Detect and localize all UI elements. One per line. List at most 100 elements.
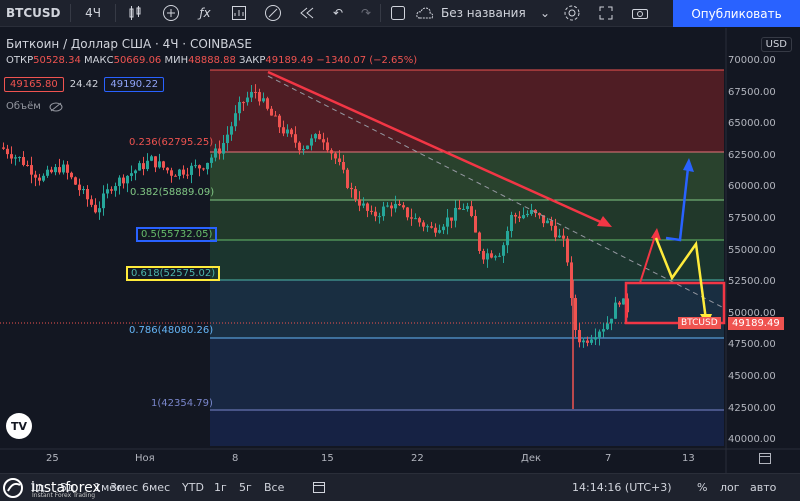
- range-all[interactable]: Все: [264, 481, 285, 494]
- templates-icon[interactable]: [222, 0, 256, 27]
- percent-toggle[interactable]: %: [697, 481, 708, 494]
- volume-legend[interactable]: Объём: [6, 101, 63, 112]
- candle-body: [158, 161, 161, 168]
- range-5d[interactable]: 5д: [60, 481, 75, 494]
- candle-body: [78, 184, 81, 191]
- time-label: Ноя: [135, 453, 155, 464]
- undo-icon[interactable]: ↶: [332, 6, 344, 20]
- candle-body: [214, 148, 217, 158]
- candle-body: [602, 329, 605, 332]
- candle-body: [450, 217, 453, 221]
- range-5y[interactable]: 5г: [239, 481, 252, 494]
- price-label: 55000.00: [728, 244, 776, 256]
- candle-body: [202, 168, 205, 170]
- range-1d[interactable]: 1д: [30, 481, 45, 494]
- fib-band-0236: [210, 152, 724, 200]
- add-indicator-icon[interactable]: [154, 0, 188, 27]
- candle-body: [458, 207, 461, 210]
- symbol-legend-title[interactable]: Биткоин / Доллар США · 4Ч · COINBASE: [6, 37, 252, 51]
- candle-body: [46, 169, 49, 176]
- range-ytd[interactable]: YTD: [182, 481, 204, 494]
- sell-button[interactable]: 49165.80: [4, 77, 64, 92]
- candle-body: [246, 97, 249, 103]
- fx-icon[interactable]: ƒx: [199, 6, 211, 20]
- candle-body: [518, 216, 521, 219]
- compare-icon[interactable]: [256, 0, 290, 27]
- candle-body: [38, 177, 41, 181]
- replay-icon[interactable]: [290, 0, 324, 27]
- interval-button[interactable]: 4Ч: [85, 6, 101, 20]
- fullscreen-icon[interactable]: [589, 0, 623, 27]
- clock-timezone[interactable]: 14:14:16 (UTC+3): [572, 481, 672, 494]
- time-axis-settings-icon[interactable]: [758, 451, 772, 465]
- candle-body: [2, 147, 5, 149]
- candle-body: [394, 203, 397, 209]
- auto-toggle[interactable]: авто: [750, 481, 777, 494]
- candle-body: [182, 169, 185, 175]
- eye-off-icon[interactable]: [49, 102, 63, 112]
- camera-icon[interactable]: [623, 0, 657, 27]
- open-label: ОТКР: [6, 55, 34, 66]
- candle-body: [250, 91, 253, 98]
- time-label: 7: [605, 453, 612, 464]
- dashed-trendline: [267, 75, 725, 309]
- time-axis[interactable]: 25 Ноя 8 15 22 Дек 7 13: [0, 449, 728, 473]
- range-1m[interactable]: 1мес: [94, 481, 123, 494]
- candles-icon[interactable]: [116, 0, 154, 27]
- candle-body: [410, 217, 413, 219]
- candle-body: [234, 113, 237, 127]
- candle-body: [206, 162, 209, 170]
- chart-area[interactable]: [0, 28, 800, 473]
- open-value: 50528.34: [33, 55, 81, 66]
- trade-buttons: 49165.80 24.42 49190.22: [4, 77, 165, 92]
- candle-body: [462, 208, 465, 210]
- layout-icon[interactable]: [381, 0, 415, 27]
- current-price-tag: 49189.49: [728, 317, 784, 330]
- time-label: 22: [411, 453, 424, 464]
- candle-body: [522, 215, 525, 219]
- candle-body: [266, 98, 269, 109]
- price-label: 52500.00: [728, 276, 776, 288]
- currency-selector[interactable]: USD: [760, 37, 792, 52]
- candle-body: [230, 126, 233, 135]
- candle-body: [54, 167, 57, 173]
- candle-body: [154, 156, 157, 168]
- symbol-price-tag: BTCUSD: [678, 317, 721, 329]
- candle-body: [514, 214, 517, 217]
- price-label: 65000.00: [728, 118, 776, 130]
- candle-body: [558, 235, 561, 238]
- price-label: 40000.00: [728, 434, 776, 446]
- settings-icon[interactable]: [555, 0, 589, 27]
- publish-button[interactable]: Опубликовать: [673, 0, 800, 27]
- candle-body: [594, 337, 597, 340]
- range-6m[interactable]: 6мес: [142, 481, 171, 494]
- log-toggle[interactable]: лог: [720, 481, 740, 494]
- candle-body: [170, 170, 173, 176]
- chevron-down-icon[interactable]: ⌄: [539, 6, 551, 20]
- candle-body: [418, 218, 421, 223]
- candle-body: [334, 153, 337, 159]
- candle-body: [218, 148, 221, 154]
- fib-label-0382: 0.382(58889.09): [130, 187, 215, 198]
- symbol-search[interactable]: BTCUSD: [6, 6, 61, 20]
- candle-body: [530, 209, 533, 214]
- redo-icon[interactable]: ↷: [360, 6, 372, 20]
- candle-body: [430, 226, 433, 228]
- candle-body: [382, 206, 385, 217]
- price-label: 57500.00: [728, 213, 776, 224]
- candle-body: [122, 177, 125, 184]
- layout-name-button[interactable]: Без названия: [415, 0, 535, 27]
- tradingview-logo[interactable]: TV: [6, 413, 32, 439]
- candle-body: [370, 210, 373, 212]
- candle-body: [70, 172, 73, 178]
- range-3m[interactable]: 3мес: [110, 481, 139, 494]
- candle-body: [554, 225, 557, 238]
- date-range-icon[interactable]: [312, 480, 326, 494]
- candle-body: [222, 143, 225, 154]
- buy-button[interactable]: 49190.22: [104, 77, 165, 92]
- candle-body: [538, 213, 541, 216]
- range-1y[interactable]: 1г: [214, 481, 227, 494]
- red-target-box: [624, 281, 726, 325]
- price-chart[interactable]: [0, 28, 800, 473]
- candle-body: [338, 158, 341, 162]
